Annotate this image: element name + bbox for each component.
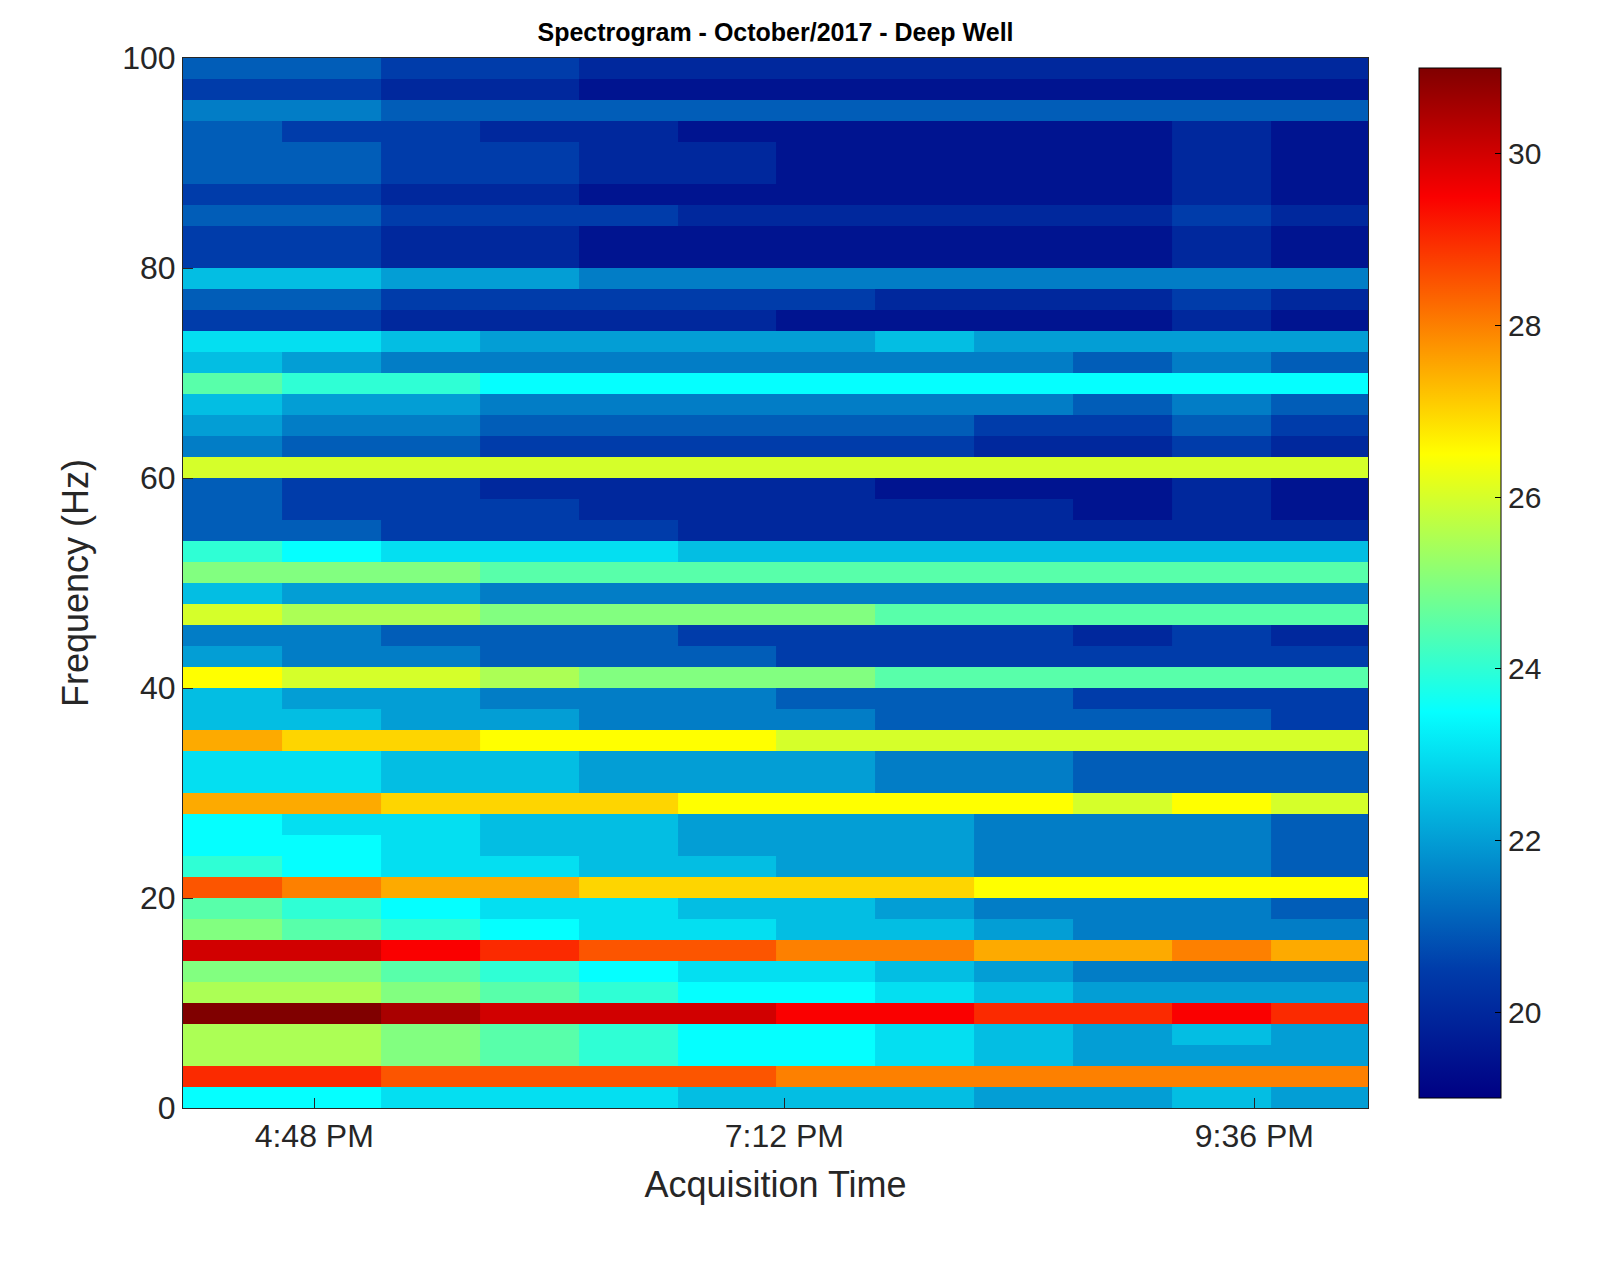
svg-text:80: 80	[140, 250, 176, 286]
svg-text:30: 30	[1508, 137, 1541, 170]
svg-text:9:36 PM: 9:36 PM	[1195, 1118, 1314, 1154]
svg-text:0: 0	[158, 1090, 176, 1126]
svg-text:24: 24	[1508, 652, 1541, 685]
svg-text:20: 20	[1508, 996, 1541, 1029]
svg-text:4:48 PM: 4:48 PM	[255, 1118, 374, 1154]
svg-text:28: 28	[1508, 309, 1541, 342]
svg-text:Spectrogram - October/2017 - D: Spectrogram - October/2017 - Deep Well	[537, 18, 1013, 46]
svg-text:7:12 PM: 7:12 PM	[725, 1118, 844, 1154]
svg-text:60: 60	[140, 460, 176, 496]
svg-text:Frequency (Hz): Frequency (Hz)	[55, 459, 96, 707]
svg-text:20: 20	[140, 880, 176, 916]
svg-text:26: 26	[1508, 481, 1541, 514]
svg-text:40: 40	[140, 670, 176, 706]
svg-text:22: 22	[1508, 824, 1541, 857]
svg-text:Acquisition Time: Acquisition Time	[644, 1164, 906, 1205]
svg-text:100: 100	[122, 40, 175, 76]
